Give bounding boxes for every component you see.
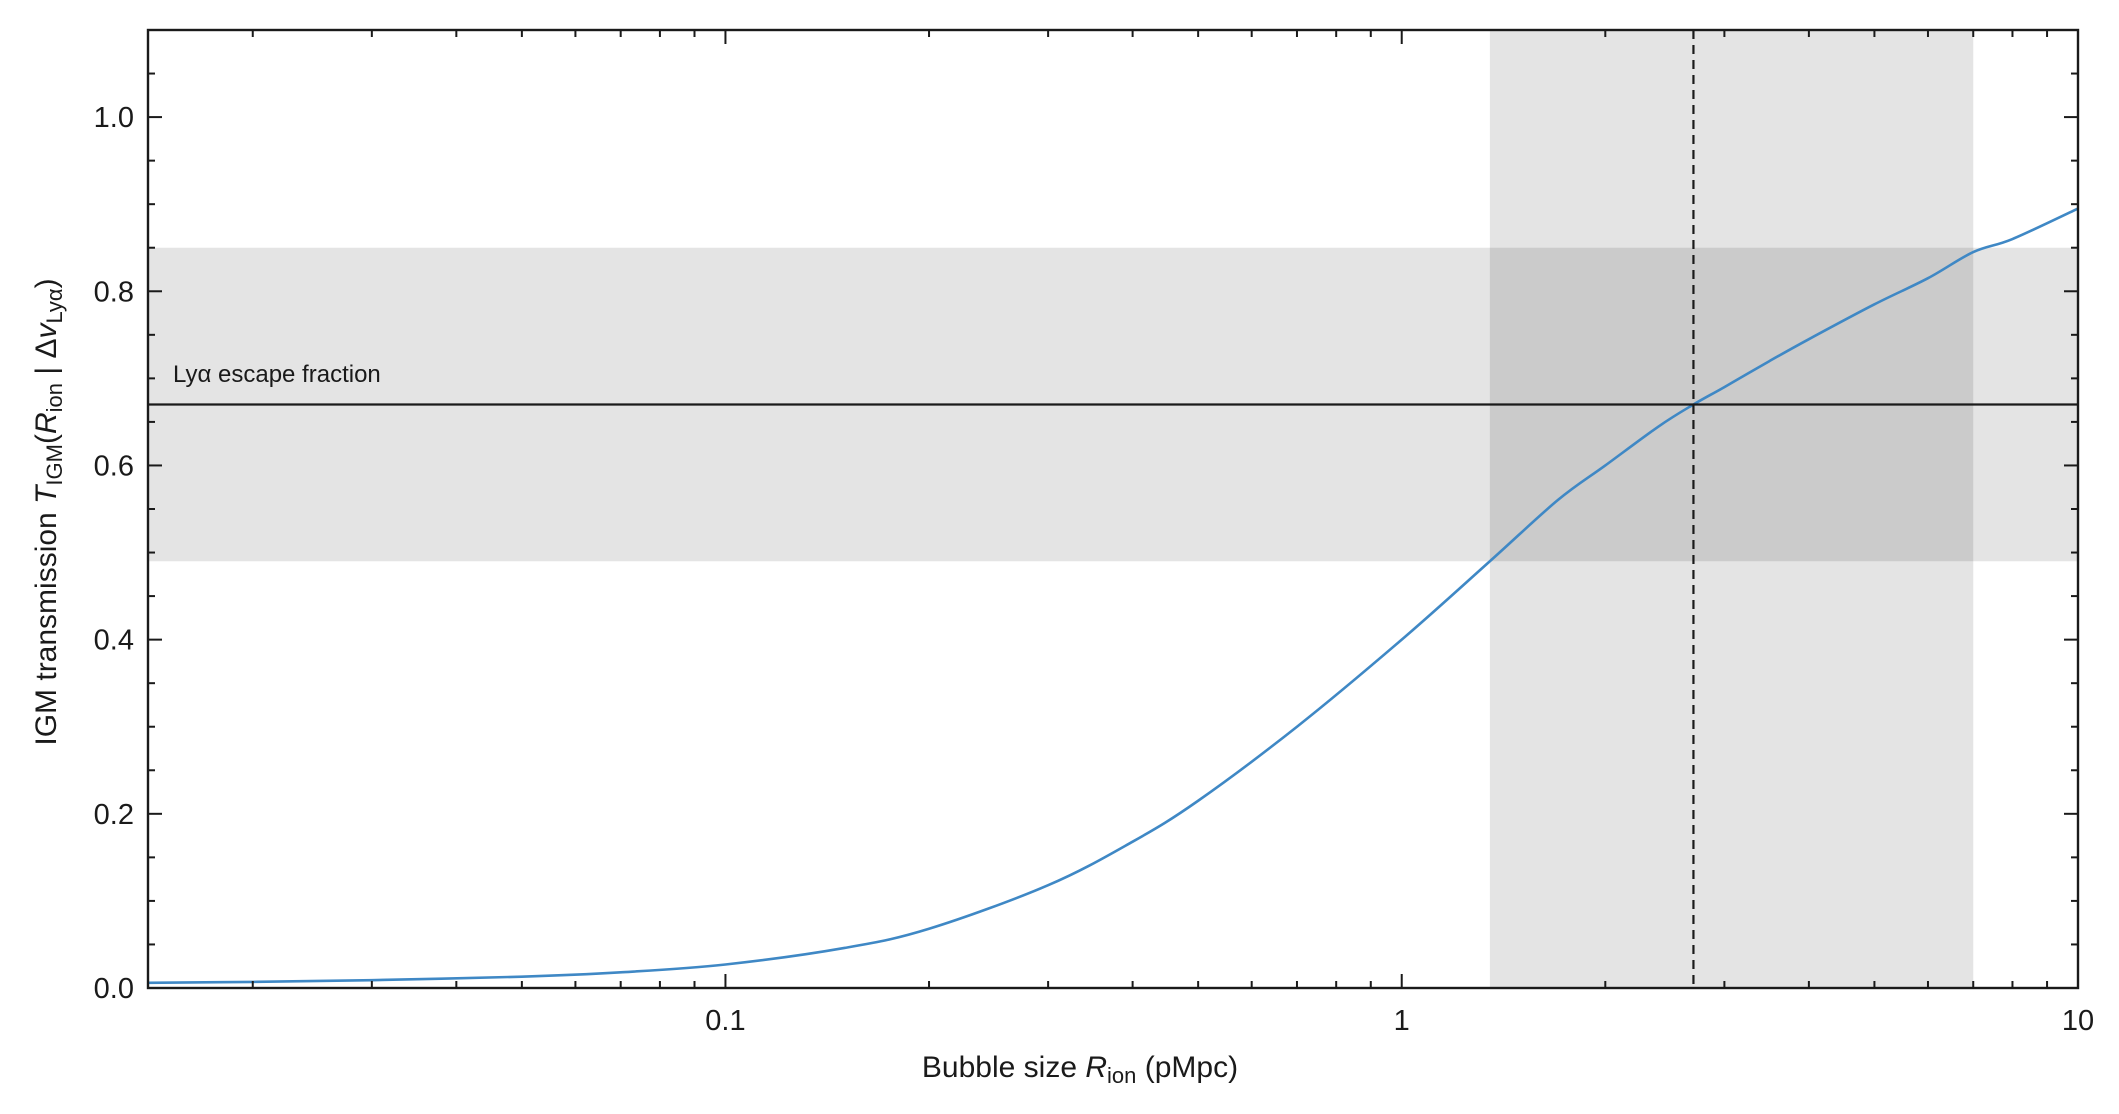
- x-tick-label: 10: [2062, 1005, 2094, 1037]
- tick-labels: 0.1 1 10 0.0 0.2 0.4 0.6 0.8 1.0: [94, 102, 2094, 1037]
- axis-ticks: [148, 30, 2079, 989]
- series-line-0: [147, 207, 2079, 985]
- annotation-escape-fraction: Lyα escape fraction: [173, 361, 381, 388]
- y-tick-label: 0.8: [94, 276, 134, 308]
- y-tick-label: 0.0: [94, 973, 134, 1005]
- x-tick-label: 1: [1394, 1005, 1410, 1037]
- reference-lines: [148, 30, 2078, 988]
- y-tick-label: 0.2: [94, 799, 134, 831]
- y-axis-title: IGM transmission TIGM(Rion | ΔvLyα): [30, 278, 67, 745]
- y-tick-label: 1.0: [94, 102, 134, 134]
- x-axis-title: Bubble size Rion (pMpc): [922, 1051, 1238, 1088]
- data-series: [147, 207, 2079, 985]
- y-tick-label: 0.6: [94, 450, 134, 482]
- x-tick-label: 0.1: [705, 1005, 745, 1037]
- y-tick-label: 0.4: [94, 625, 134, 657]
- shaded-bands: [148, 30, 2078, 988]
